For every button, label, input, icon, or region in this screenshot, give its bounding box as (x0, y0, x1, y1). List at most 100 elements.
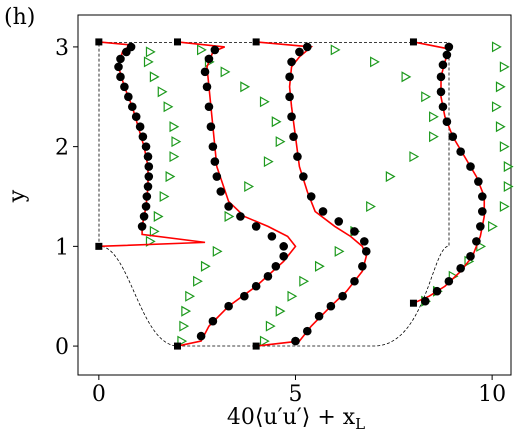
profile-triangle (224, 210, 235, 222)
profile-dot (466, 252, 475, 261)
profile-dot (438, 102, 448, 112)
profile-dot (116, 72, 125, 82)
station-marker (173, 38, 181, 46)
profile-dot (442, 117, 452, 127)
profile-triangle (495, 121, 506, 133)
profile-dot (143, 182, 153, 191)
profile-dot (326, 301, 336, 311)
profile-dot (350, 276, 359, 286)
profile-dot (295, 47, 304, 57)
profile-dot (216, 187, 226, 196)
profile-dot (420, 296, 430, 306)
profile-triangle (169, 151, 180, 163)
profile-dot (360, 237, 369, 246)
profile-dot (279, 242, 288, 251)
profile-triangle (495, 81, 506, 93)
profile-dot (314, 311, 324, 321)
profile-dot (287, 112, 296, 122)
profile-dot (263, 271, 273, 281)
station-marker (95, 38, 103, 46)
profile-line (177, 41, 297, 347)
profile-dot (267, 232, 277, 241)
profile-dot (299, 172, 308, 181)
profile-triangle (491, 101, 502, 113)
profile-triangle (200, 260, 211, 272)
profile-dot (271, 262, 281, 271)
profile-triangle (149, 71, 160, 83)
x-axis-label-main: 40⟨u′u′⟩ + x (227, 405, 356, 430)
profile-dot (142, 192, 152, 201)
profile-triangle (149, 225, 160, 237)
profile-dot (212, 172, 222, 181)
profile-dot (476, 222, 485, 231)
profile-dot (116, 54, 125, 64)
profile-triangle (263, 156, 274, 168)
profile-dot (240, 291, 249, 301)
profile-dot (143, 152, 153, 161)
profile-dot (126, 42, 136, 52)
profile-dot (124, 92, 133, 102)
profile-triangle (177, 335, 188, 347)
profile-dot (224, 301, 233, 311)
profile-triangle (259, 96, 270, 108)
profile-triangle (499, 200, 510, 212)
profile-dot (141, 202, 151, 211)
profile-dot (444, 42, 454, 52)
profile-dot (138, 132, 148, 141)
profile-triangle (240, 81, 251, 93)
profile-dot (137, 222, 147, 231)
profile-dot (285, 92, 294, 102)
profile-dot (202, 82, 212, 92)
profile-triangle (503, 180, 514, 193)
profile-triangle (171, 136, 182, 148)
profile-triangle (503, 161, 514, 173)
profile-dot (302, 326, 312, 336)
profile-triangle (314, 260, 325, 272)
profile-triangle (193, 275, 203, 287)
profile-triangle (491, 41, 502, 53)
x-axis-label: 40⟨u′u′⟩ + xL (227, 405, 365, 433)
profile-dot (448, 132, 458, 141)
profile-dot (144, 172, 154, 181)
profile-triangle (163, 101, 174, 113)
profile-triangle (499, 141, 510, 153)
profile-triangle (385, 171, 396, 183)
x-tick-label: 5 (288, 382, 302, 407)
profile-dot (289, 132, 298, 141)
profile-triangle (143, 56, 154, 68)
station-marker (252, 342, 260, 350)
profile-triangle (244, 180, 255, 193)
station-marker (173, 342, 181, 350)
profile-dot (472, 237, 481, 246)
profile-dot (334, 217, 344, 226)
profile-dot (251, 281, 261, 291)
profile-dot (477, 192, 487, 201)
profile-triangle (271, 116, 282, 128)
profile-triangle (429, 111, 439, 123)
profile-triangle (409, 151, 420, 163)
profile-dot (361, 247, 371, 256)
profile-triangle (145, 46, 156, 58)
profile-dot (456, 147, 465, 156)
profile-dot (236, 212, 245, 221)
profile-dot (436, 72, 446, 82)
y-tick-label: 2 (55, 136, 69, 161)
profile-dot (279, 252, 288, 261)
profile-triangle (299, 275, 310, 287)
profile-dot (318, 207, 328, 216)
profile-dot (466, 162, 475, 171)
profile-dot (338, 291, 347, 301)
profile-dot (287, 57, 296, 67)
profile-triangle (334, 245, 345, 257)
y-tick-label: 0 (55, 335, 69, 360)
profile-triangle (212, 245, 223, 257)
profile-triangle (181, 305, 192, 317)
profile-dot (432, 286, 442, 296)
profile-dot (206, 122, 216, 131)
profile-dot (135, 122, 145, 131)
profile-triangle (370, 56, 380, 68)
profile-dot (438, 60, 448, 70)
x-tick-label: 10 (478, 382, 506, 407)
profile-triangle (366, 200, 376, 212)
station-marker (252, 38, 260, 46)
